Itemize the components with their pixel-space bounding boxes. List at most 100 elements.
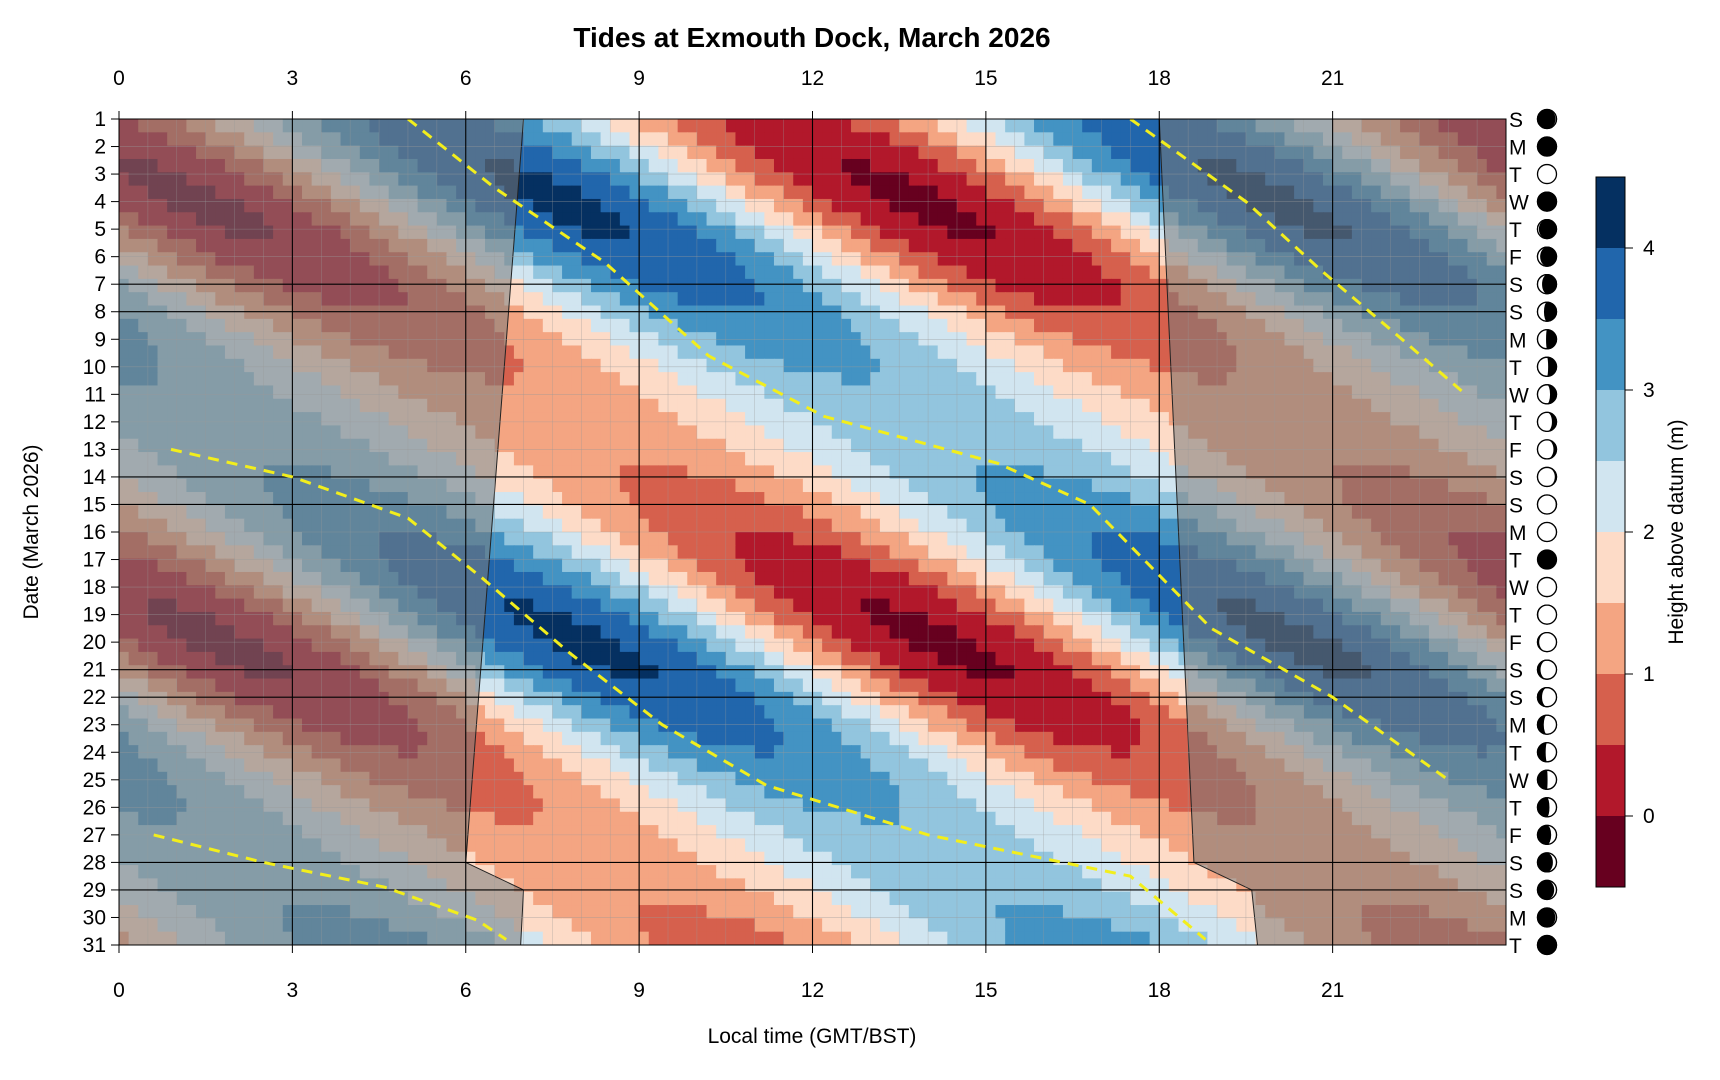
heatmap-cell [773, 412, 785, 427]
heatmap-cell [976, 425, 987, 440]
heatmap-cell [610, 318, 621, 333]
heatmap-cell [764, 385, 775, 400]
heatmap-cell [619, 492, 631, 506]
heatmap-cell [600, 545, 611, 560]
heatmap-cell [899, 172, 910, 187]
heatmap-cell [533, 465, 544, 480]
heatmap-cell [677, 398, 688, 413]
heatmap-cell [571, 425, 582, 440]
heatmap-cell [706, 212, 717, 227]
heatmap-cell [1111, 452, 1122, 466]
heatmap-cell [658, 478, 669, 493]
heatmap-cell [793, 238, 804, 253]
heatmap-cell [918, 212, 929, 227]
heatmap-cell [648, 465, 659, 480]
heatmap-cell [918, 478, 929, 493]
heatmap-cell [542, 518, 554, 533]
heatmap-cell [899, 452, 910, 466]
heatmap-cell [995, 452, 1006, 466]
heatmap-cell [1111, 478, 1122, 493]
heatmap-cell [1043, 558, 1054, 573]
heatmap-cell [494, 465, 505, 480]
heatmap-cell [590, 292, 602, 307]
heatmap-cell [639, 545, 650, 560]
heatmap-cell [860, 318, 871, 333]
heatmap-cell [610, 465, 621, 480]
heatmap-cell [571, 238, 582, 253]
heatmap-cell [716, 212, 727, 227]
heatmap-cell [1024, 532, 1035, 546]
heatmap-cell [956, 545, 968, 560]
heatmap-cell [1159, 265, 1170, 280]
heatmap-cell [764, 452, 775, 466]
heatmap-cell [831, 571, 842, 586]
heatmap-cell [1062, 518, 1074, 533]
heatmap-cell [590, 492, 602, 506]
heatmap-cell [1149, 452, 1160, 466]
heatmap-cell [812, 558, 823, 573]
heatmap-cell [1130, 452, 1141, 466]
heatmap-cell [918, 318, 929, 333]
heatmap-cell [831, 225, 842, 240]
heatmap-cell [879, 198, 891, 213]
heatmap-cell [552, 545, 563, 560]
heatmap-cell [542, 345, 554, 360]
heatmap-cell [1043, 212, 1054, 227]
heatmap-cell [995, 292, 1006, 307]
heatmap-cell [985, 278, 997, 293]
heatmap-cell [1149, 185, 1160, 200]
heatmap-cell [1159, 558, 1170, 573]
heatmap-cell [985, 465, 997, 480]
heatmap-cell [947, 425, 958, 440]
heatmap-cell [533, 238, 544, 253]
heatmap-cell [1139, 518, 1151, 533]
heatmap-cell [1130, 372, 1141, 387]
heatmap-cell [985, 185, 997, 200]
heatmap-cell [706, 438, 717, 453]
heatmap-cell [928, 252, 939, 267]
heatmap-cell [552, 198, 563, 213]
heatmap-cell [937, 225, 948, 240]
heatmap-cell [966, 305, 977, 320]
heatmap-cell [1005, 185, 1016, 200]
heatmap-cell [956, 185, 968, 200]
heatmap-cell [658, 385, 669, 400]
heatmap-cell [600, 438, 611, 453]
heatmap-cell [1091, 425, 1103, 440]
heatmap-cell [523, 505, 534, 520]
heatmap-cell [995, 212, 1006, 227]
heatmap-cell [851, 558, 862, 573]
heatmap-cell [668, 185, 679, 200]
heatmap-cell [783, 558, 794, 573]
heatmap-cell [619, 465, 631, 480]
heatmap-cell [879, 252, 891, 267]
heatmap-cell [918, 358, 929, 373]
heatmap-cell [764, 145, 775, 160]
heatmap-cell [860, 358, 871, 373]
heatmap-cell [716, 305, 727, 320]
heatmap-cell [725, 305, 737, 320]
heatmap-cell [562, 545, 573, 560]
heatmap-cell [783, 425, 794, 440]
heatmap-cell [1005, 225, 1016, 240]
heatmap-cell [1043, 532, 1054, 546]
heatmap-cell [725, 505, 737, 520]
heatmap-cell [1034, 278, 1045, 293]
heatmap-cell [619, 478, 631, 493]
heatmap-cell [639, 198, 650, 213]
heatmap-cell [1111, 292, 1122, 307]
heatmap-cell [629, 198, 640, 213]
heatmap-cell [533, 265, 544, 280]
heatmap-cell [542, 545, 554, 560]
heatmap-cell [562, 185, 573, 200]
heatmap-cell [619, 372, 631, 387]
heatmap-cell [812, 372, 823, 387]
heatmap-cell [658, 452, 669, 466]
heatmap-cell [542, 305, 554, 320]
heatmap-cell [870, 305, 881, 320]
heatmap-cell [918, 292, 929, 307]
heatmap-cell [1091, 278, 1103, 293]
heatmap-cell [619, 385, 631, 400]
heatmap-cell [851, 238, 862, 253]
heatmap-cell [879, 305, 891, 320]
